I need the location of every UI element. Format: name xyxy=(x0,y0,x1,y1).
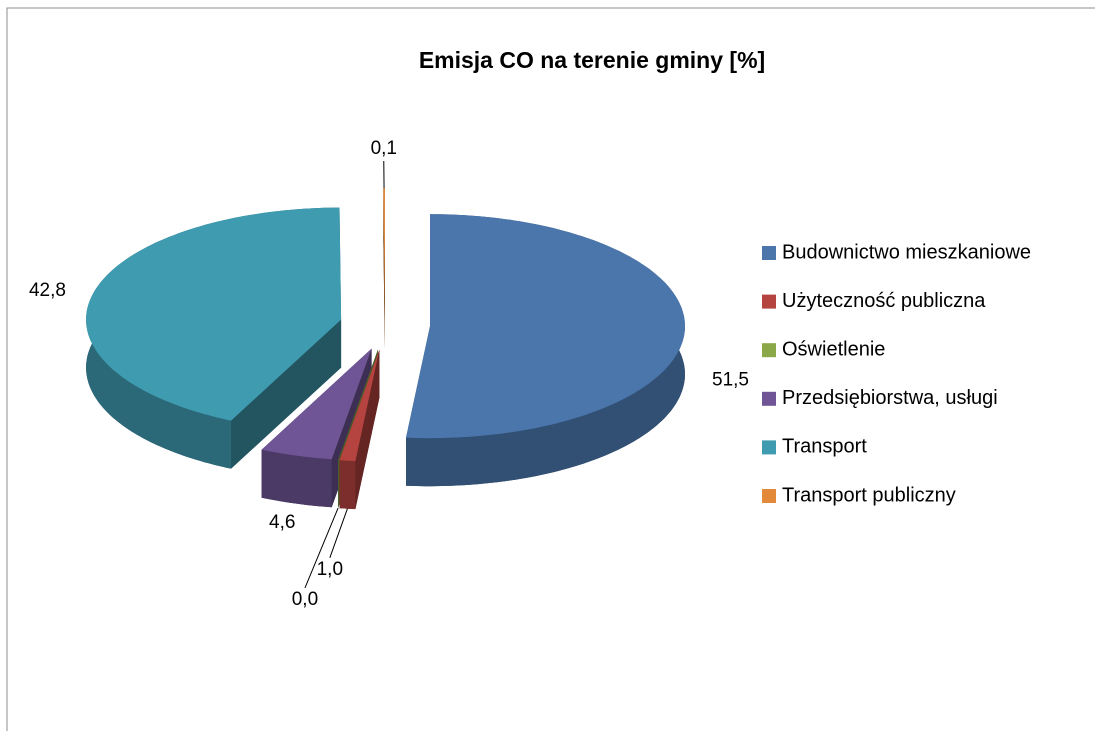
legend-swatch xyxy=(762,294,776,309)
slice-side xyxy=(231,319,342,469)
legend-label: Przedsiębiorstwa, usługi xyxy=(782,387,998,409)
data-label: 1,0 xyxy=(317,559,343,580)
slice-wall xyxy=(339,460,356,510)
data-label: 0,0 xyxy=(292,589,318,610)
legend-label: Użyteczność publiczna xyxy=(782,290,986,312)
chart-frame xyxy=(6,7,1095,731)
leader-line xyxy=(304,507,339,589)
legend-label: Transport xyxy=(782,436,867,458)
slice xyxy=(86,207,342,421)
legend-swatch xyxy=(762,489,776,503)
slice xyxy=(339,349,380,462)
legend-swatch xyxy=(762,440,776,455)
legend-label: Oświetlenie xyxy=(782,338,885,360)
slice xyxy=(383,188,385,301)
legend-swatch xyxy=(762,246,776,260)
slice xyxy=(261,348,372,460)
legend-label: Transport publiczny xyxy=(782,484,956,506)
slice xyxy=(406,214,685,439)
data-label: 0,1 xyxy=(371,138,397,159)
chart-title: Emisja CO na terenie gminy [%] xyxy=(419,47,765,73)
legend-label: Budownictwo mieszkaniowe xyxy=(782,241,1031,263)
legend-swatch xyxy=(762,343,776,358)
leader-line xyxy=(329,508,348,558)
data-label: 42,8 xyxy=(29,280,66,301)
slice-wall xyxy=(261,449,332,508)
data-label: 51,5 xyxy=(712,369,749,390)
data-label: 4,6 xyxy=(269,512,295,533)
legend-swatch xyxy=(762,391,776,406)
